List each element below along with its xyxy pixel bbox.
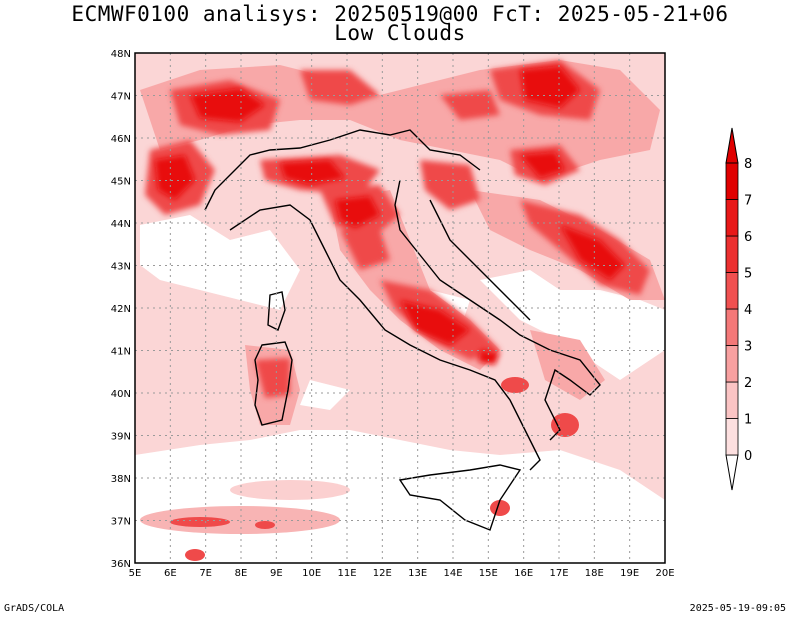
lat-tick-label: 45N — [111, 177, 131, 188]
colorbar-segment — [725, 418, 739, 456]
lat-tick-label: 42N — [111, 304, 131, 315]
colorbar-label: 3 — [744, 340, 752, 355]
lon-tick-label: 19E — [620, 568, 639, 579]
lat-tick-label: 37N — [111, 517, 131, 528]
map-subtitle: Low Clouds — [334, 21, 466, 45]
lat-tick-label: 40N — [111, 389, 131, 400]
cloud-field — [135, 60, 665, 563]
colorbar-label: 7 — [744, 194, 752, 209]
colorbar-max-arrow — [725, 127, 739, 164]
lon-tick-label: 18E — [585, 568, 604, 579]
lat-tick-label: 47N — [111, 92, 131, 103]
colorbar-segment — [725, 199, 739, 237]
map-title: ECMWF0100 analisys: 20250519@00 FcT: 202… — [71, 2, 729, 26]
lon-tick-label: 16E — [514, 568, 533, 579]
lat-tick-label: 43N — [111, 262, 131, 273]
lon-tick-label: 9E — [270, 568, 283, 579]
latitude-labels: 36N 37N 38N 39N 40N 41N 42N 43N 44N 45N 46N 47N 48N — [111, 49, 131, 570]
lat-tick-label: 46N — [111, 134, 131, 145]
lat-tick-label: 36N — [111, 559, 131, 570]
lon-tick-label: 13E — [408, 568, 427, 579]
colorbar-label: 2 — [744, 376, 752, 391]
colorbar-label: 8 — [744, 157, 752, 172]
colorbar-label: 1 — [744, 413, 752, 428]
colorbar-segment — [725, 345, 739, 383]
lon-tick-label: 5E — [129, 568, 142, 579]
colorbar-segment — [725, 308, 739, 346]
colorbar-segment — [725, 235, 739, 273]
lon-tick-label: 8E — [235, 568, 248, 579]
lat-tick-label: 44N — [111, 219, 131, 230]
graticule — [135, 53, 665, 563]
colorbar-label: 0 — [744, 449, 752, 464]
southern-cloud-patches — [140, 377, 579, 561]
lat-tick-label: 38N — [111, 474, 131, 485]
colorbar-segment — [725, 272, 739, 310]
footer-credit: GrADS/COLA — [4, 603, 65, 614]
colorbar-label: 4 — [744, 303, 752, 318]
lon-tick-label: 15E — [479, 568, 498, 579]
lat-tick-label: 39N — [111, 432, 131, 443]
colorbar: 0 1 2 3 4 5 6 7 8 — [725, 127, 752, 491]
lon-tick-label: 12E — [373, 568, 392, 579]
colorbar-min-arrow — [725, 454, 739, 491]
footer-timestamp: 2025-05-19-09:05 — [689, 603, 786, 614]
longitude-labels: 5E 6E 7E 8E 9E 10E 11E 12E 13E 14E 15E 16E 17E 18E 19E… — [129, 568, 675, 579]
colorbar-label: 5 — [744, 267, 752, 282]
lat-tick-label: 41N — [111, 347, 131, 358]
lon-tick-label: 20E — [655, 568, 674, 579]
cloud-level-8 — [155, 66, 625, 365]
lon-tick-label: 14E — [443, 568, 462, 579]
lon-tick-label: 6E — [164, 568, 177, 579]
lon-tick-label: 10E — [302, 568, 321, 579]
lon-tick-label: 7E — [199, 568, 212, 579]
colorbar-segment — [725, 162, 739, 200]
colorbar-segment — [725, 381, 739, 419]
colorbar-label: 6 — [744, 230, 752, 245]
lon-tick-label: 17E — [549, 568, 568, 579]
lat-tick-label: 48N — [111, 49, 131, 60]
lon-tick-label: 11E — [337, 568, 356, 579]
map-frame — [134, 52, 666, 564]
